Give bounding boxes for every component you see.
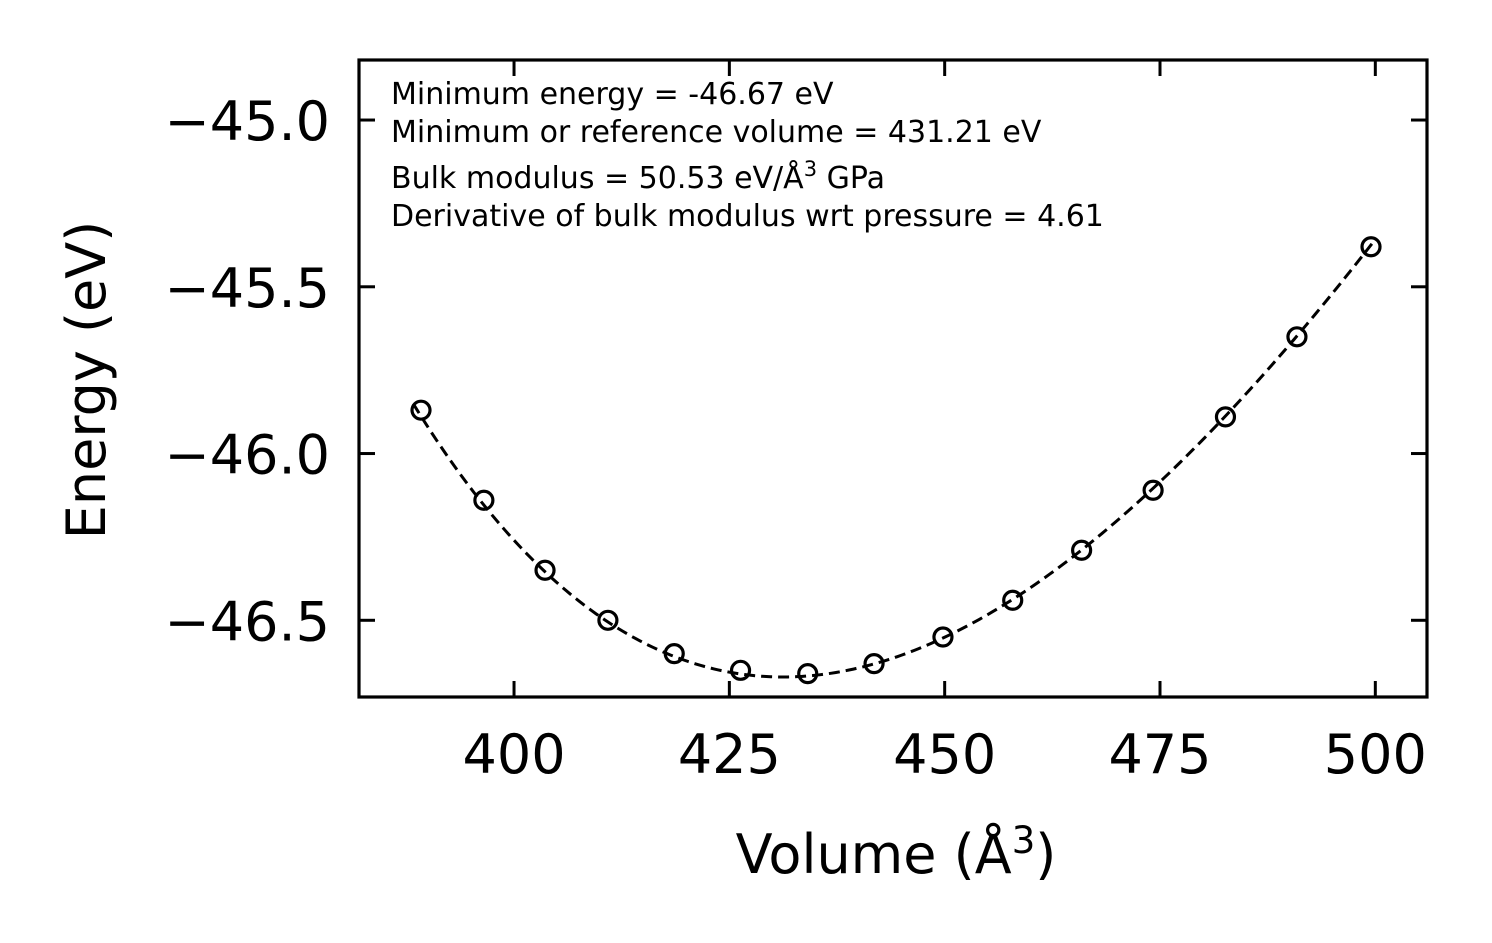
data-point [534, 559, 556, 581]
x-axis-label-close: ) [1035, 823, 1056, 886]
y-tick-label: −46.5 [165, 590, 330, 653]
x-tick-label: 450 [893, 723, 996, 786]
x-axis-label-text: Volume (Å [736, 822, 1012, 886]
annotation-bulk-modulus: Bulk modulus = 50.53 eV/Å3 GPa [391, 157, 885, 196]
data-points-layer [410, 236, 1382, 685]
annotation-box: Minimum energy = -46.67 eV Minimum or re… [391, 77, 1104, 234]
data-point [597, 609, 619, 631]
data-point [1002, 589, 1024, 611]
annotation-bulk-modulus-prefix: Bulk modulus = 50.53 eV/Å [391, 160, 804, 196]
data-point [863, 653, 885, 675]
data-point [729, 659, 752, 681]
x-tick-label: 400 [462, 723, 565, 786]
fit-line-layer [411, 242, 1374, 679]
plot-frame [357, 58, 1429, 699]
annotation-bulk-modulus-suffix: GPa [817, 161, 885, 196]
y-tick-label: −45.5 [165, 257, 330, 320]
y-tick-label: −46.0 [165, 424, 330, 487]
data-point [663, 643, 685, 665]
annotation-bulk-modulus-sup: 3 [804, 157, 817, 181]
y-axis-label: Energy (eV) [55, 221, 118, 540]
data-point [1071, 539, 1093, 561]
annotation-min-energy: Minimum energy = -46.67 eV [391, 77, 834, 112]
data-point [1214, 406, 1237, 428]
data-point [1142, 479, 1164, 501]
data-point [797, 663, 819, 685]
data-point [473, 489, 495, 511]
x-axis-label-sup: 3 [1012, 819, 1036, 862]
annotation-bulk-derivative: Derivative of bulk modulus wrt pressure … [391, 199, 1104, 234]
data-point [1286, 326, 1308, 348]
x-tick-label: 500 [1324, 723, 1427, 786]
x-axis-label: Volume (Å3) [736, 819, 1057, 886]
fit-line [411, 242, 1374, 679]
y-tick-label: −45.0 [165, 90, 330, 153]
axis-ticks-layer: 400 425 450 475 500 −45.0 −45.5 −46.0 −46.5 [165, 60, 1427, 786]
x-tick-label: 425 [678, 723, 781, 786]
data-point [932, 626, 954, 648]
data-point [410, 399, 432, 421]
data-point [1360, 236, 1382, 258]
annotation-min-volume: Minimum or reference volume = 431.21 eV [391, 115, 1042, 150]
x-tick-label: 475 [1108, 723, 1211, 786]
